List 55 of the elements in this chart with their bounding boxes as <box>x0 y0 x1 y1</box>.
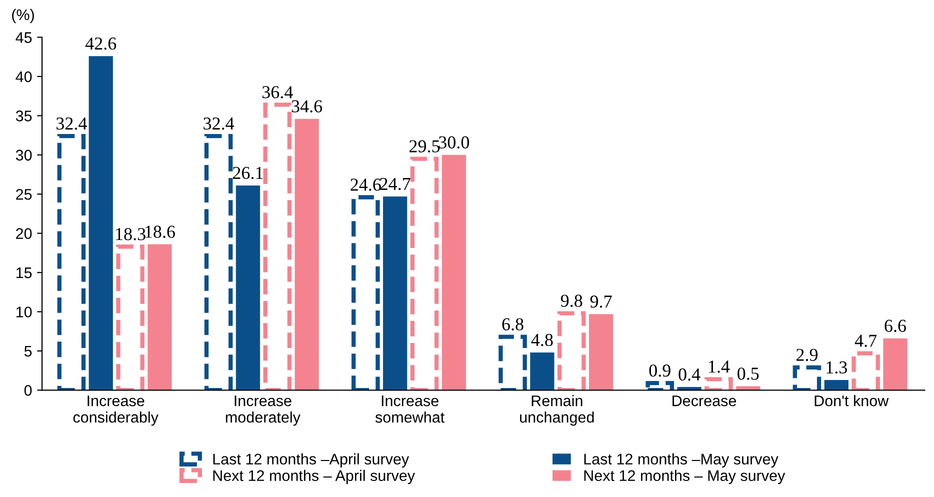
x-tick-label: Increase moderately <box>226 396 300 426</box>
y-tick-label: 0 <box>24 385 32 396</box>
data-label: 42.6 <box>85 38 116 50</box>
x-tick-label: Increase considerably <box>73 396 158 426</box>
x-tick-label: Decrease <box>672 396 736 406</box>
data-label: 26.1 <box>232 166 263 180</box>
bar <box>88 56 113 390</box>
y-tick-label: 40 <box>16 71 32 82</box>
y-tick-label: 30 <box>16 150 32 161</box>
data-label: 32.4 <box>56 118 87 130</box>
data-label: 32.4 <box>204 118 234 130</box>
data-label: 2.9 <box>796 348 818 362</box>
x-tick-label: Don't know <box>814 395 889 406</box>
y-tick-label: 20 <box>16 228 32 239</box>
y-tick-label: 45 <box>16 32 32 43</box>
data-label: 30.0 <box>438 136 470 149</box>
x-tick-label: Remain unchanged <box>520 395 594 426</box>
bar <box>530 352 554 390</box>
legend-label: Last 12 months –April survey <box>213 453 410 468</box>
y-tick-label: 15 <box>16 268 32 278</box>
data-label: 0.5 <box>738 368 759 380</box>
x-tick-label: Increase somewhat <box>375 396 444 423</box>
y-axis-title: (%) <box>12 8 34 24</box>
bar <box>294 118 319 390</box>
data-label: 9.7 <box>590 296 612 308</box>
data-label: 4.8 <box>531 334 553 346</box>
data-label: 4.7 <box>854 334 877 347</box>
legend-label: Last 12 months –May survey <box>584 453 778 468</box>
data-label: 34.6 <box>292 100 322 112</box>
data-label: 0.9 <box>649 364 670 377</box>
y-tick-label: 35 <box>16 110 32 122</box>
data-label: 18.6 <box>146 226 175 238</box>
data-label: 0.4 <box>678 368 700 381</box>
data-label: 1.4 <box>709 360 730 373</box>
bar <box>383 196 408 390</box>
data-label: 9.8 <box>560 294 582 307</box>
data-label: 24.6 <box>350 178 381 191</box>
data-label: 36.4 <box>262 86 293 98</box>
bar <box>236 185 260 390</box>
data-label: 29.5 <box>409 140 440 152</box>
bar <box>883 338 908 390</box>
bar <box>148 244 172 390</box>
bar <box>824 380 848 390</box>
data-label: 24.7 <box>380 178 410 190</box>
y-tick-label: 10 <box>16 306 32 318</box>
data-label: 6.8 <box>502 318 524 330</box>
y-tick-label: 25 <box>16 188 32 200</box>
legend-label: Next 12 months – April survey <box>213 470 416 484</box>
bar <box>588 314 614 390</box>
data-label: 6.6 <box>884 320 906 332</box>
legend-label: Next 12 months – May survey <box>584 470 786 484</box>
data-label: 18.3 <box>116 228 146 240</box>
data-label: 1.3 <box>826 361 847 374</box>
bar <box>442 154 466 390</box>
y-tick-label: 5 <box>24 346 32 357</box>
